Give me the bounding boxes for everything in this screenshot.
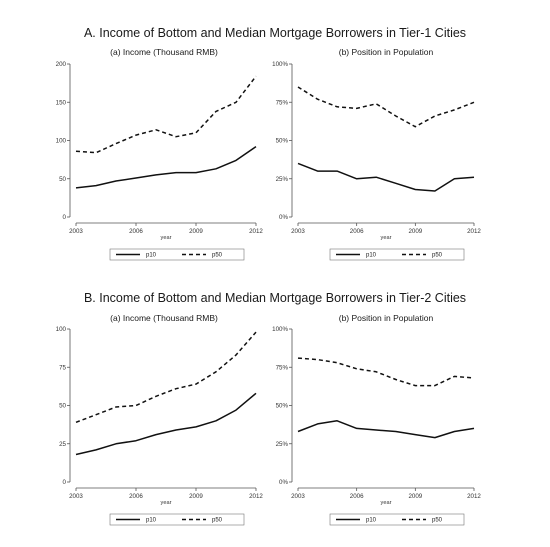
legend-box (329, 248, 465, 261)
legend-label-p10: p10 (146, 518, 157, 524)
y-tick-label: 100% (272, 61, 288, 68)
y-tick-label: 100% (272, 326, 288, 333)
panel-a-income-title: (a) Income (Thousand RMB) (110, 47, 218, 57)
x-tick-label: 2009 (189, 228, 203, 235)
y-tick-label: 0% (279, 479, 288, 486)
legend-label-p50: p50 (212, 518, 223, 524)
y-tick-label: 75% (276, 364, 289, 371)
y-tick-label: 150 (56, 99, 67, 106)
x-tick-label: 2006 (129, 493, 143, 500)
legend-label-p10: p10 (366, 253, 377, 259)
y-tick-label: 75% (276, 99, 289, 106)
x-tick-label: 2012 (249, 493, 263, 500)
series-line-p50 (297, 357, 475, 387)
x-tick-label: 2009 (408, 493, 422, 500)
legend-label-p10: p10 (366, 518, 377, 524)
y-tick-label: 50 (59, 403, 66, 410)
x-tick-label: 2012 (467, 493, 481, 500)
y-tick-label: 100 (56, 138, 67, 145)
x-tick-label: 2012 (249, 228, 263, 235)
x-axis-label: year (161, 500, 172, 506)
x-tick-label: 2006 (350, 493, 364, 500)
series-line-p10 (75, 145, 257, 189)
x-axis-label: year (381, 500, 392, 506)
x-axis-label: year (381, 235, 392, 241)
series-line-p50 (75, 75, 257, 154)
y-tick-label: 50% (276, 138, 289, 145)
series-line-p50 (297, 86, 475, 128)
series-line-p10 (297, 420, 475, 439)
legend-label-p50: p50 (212, 253, 223, 259)
x-tick-label: 2006 (350, 228, 364, 235)
legend-box (109, 513, 245, 526)
y-tick-label: 0 (63, 214, 67, 221)
y-tick-label: 0% (279, 214, 288, 221)
x-axis-label: year (161, 235, 172, 241)
x-tick-label: 2003 (69, 228, 83, 235)
panel-b-position-title: (b) Position in Population (338, 313, 434, 323)
y-tick-label: 50 (59, 176, 66, 183)
x-tick-label: 2009 (189, 493, 203, 500)
x-tick-label: 2012 (467, 228, 481, 235)
legend-box (329, 513, 465, 526)
x-tick-label: 2003 (69, 493, 83, 500)
y-tick-label: 50% (276, 403, 289, 410)
y-tick-label: 75 (59, 364, 66, 371)
x-tick-label: 2003 (291, 493, 305, 500)
y-tick-label: 200 (56, 61, 67, 68)
legend-label-p50: p50 (432, 518, 443, 524)
x-tick-label: 2006 (129, 228, 143, 235)
y-tick-label: 25% (276, 441, 289, 448)
series-line-p50 (75, 331, 257, 424)
y-tick-label: 25% (276, 176, 289, 183)
section-a-title: A. Income of Bottom and Median Mortgage … (83, 26, 467, 40)
y-tick-label: 100 (56, 326, 67, 333)
y-tick-label: 0 (63, 479, 67, 486)
x-tick-label: 2009 (408, 228, 422, 235)
legend-label-p50: p50 (432, 253, 443, 259)
legend-box (109, 248, 245, 261)
series-line-p10 (75, 392, 257, 456)
x-tick-label: 2003 (291, 228, 305, 235)
legend-label-p10: p10 (146, 253, 157, 259)
series-line-p10 (297, 162, 475, 192)
section-b-title: B. Income of Bottom and Median Mortgage … (83, 291, 467, 305)
panel-a-position-title: (b) Position in Population (338, 47, 434, 57)
panel-b-income-title: (a) Income (Thousand RMB) (110, 313, 218, 323)
y-tick-label: 25 (59, 441, 66, 448)
